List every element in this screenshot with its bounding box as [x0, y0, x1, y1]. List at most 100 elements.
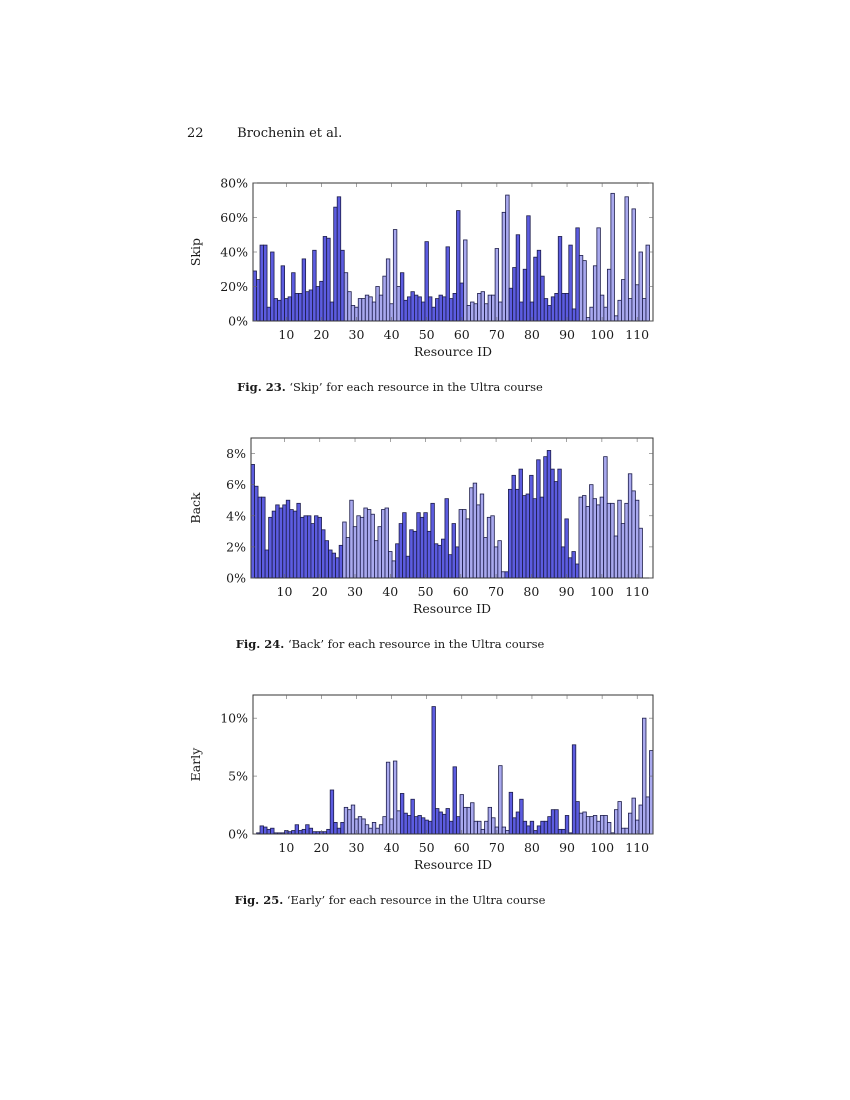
bar [567, 557, 573, 579]
bar [473, 820, 478, 835]
bar [442, 296, 447, 322]
bar [405, 555, 411, 579]
bar [589, 306, 594, 322]
bar [596, 227, 601, 322]
x-tick-label: 30 [349, 327, 365, 342]
bar [396, 810, 401, 835]
bar [256, 279, 261, 322]
bar [511, 474, 516, 579]
bar [649, 750, 654, 835]
bar [270, 827, 275, 835]
bar [465, 518, 471, 579]
bar [589, 484, 594, 579]
bar [431, 306, 436, 322]
bar [575, 563, 580, 579]
bar [278, 507, 284, 579]
bar [518, 468, 523, 579]
x-tick-label: 70 [488, 584, 504, 599]
bar [282, 504, 287, 579]
bar [410, 291, 415, 322]
y-tick-label: 5% [228, 769, 248, 784]
bar [428, 820, 433, 835]
bar [378, 824, 384, 835]
bar [480, 291, 485, 322]
bar [333, 206, 338, 322]
x-tick-label: 60 [454, 840, 470, 855]
bar [515, 488, 520, 579]
bar [435, 808, 440, 835]
bar [519, 798, 524, 835]
bar [307, 515, 312, 579]
back-bar-chart: 10 20 30 40 50 60 70 80 90 100 110 0% 2% 4% 6% 8% Resour… [188, 437, 654, 616]
figure-25-caption: Fig. 25. ‘Early’ for each resource in th… [0, 893, 780, 907]
bar [582, 495, 587, 579]
bar [491, 294, 496, 322]
bar [508, 488, 513, 579]
bar [508, 287, 514, 322]
bar [452, 293, 457, 322]
y-tick-label: 2% [226, 539, 246, 554]
y-axis-label: Back [188, 492, 203, 524]
bar [487, 294, 492, 322]
bar [305, 824, 310, 835]
bar [275, 504, 280, 579]
bar [519, 301, 524, 322]
bar [504, 571, 509, 579]
x-tick-label: 20 [313, 327, 329, 342]
bar [561, 828, 566, 835]
bar [529, 474, 534, 579]
bar [308, 827, 314, 835]
bar [403, 299, 408, 322]
bar [377, 526, 382, 579]
x-tick-label: 90 [559, 584, 575, 599]
bar [596, 820, 601, 835]
x-tick-label: 50 [418, 584, 434, 599]
x-tick-label: 40 [384, 840, 400, 855]
bar [392, 229, 398, 322]
bar [399, 272, 405, 322]
x-tick-label: 10 [277, 584, 293, 599]
y-tick-label: 6% [226, 477, 246, 492]
bar [291, 272, 296, 322]
bar [596, 504, 601, 579]
early-bar-chart: 10 20 30 40 50 60 70 80 90 100 110 0% 5% 10% Resource … [188, 694, 654, 872]
bar [645, 244, 650, 322]
bar [540, 275, 545, 322]
bar [470, 802, 475, 835]
bar [486, 516, 492, 579]
bar [543, 820, 549, 835]
bar [617, 299, 622, 322]
bar [533, 830, 538, 835]
bar [296, 502, 301, 579]
figure-23-skip-chart: 10 20 30 40 50 60 70 80 90 100 110 0% 20% 40% 60% 80% Re… [185, 168, 665, 368]
x-tick-label: 20 [313, 840, 329, 855]
bar [350, 804, 356, 835]
bar [575, 227, 580, 322]
y-tick-label: 40% [220, 245, 248, 260]
x-tick-label: 100 [590, 327, 614, 342]
x-tick-label: 70 [489, 840, 505, 855]
bar [438, 811, 443, 835]
y-axis-label: Skip [188, 238, 203, 266]
bar [398, 523, 404, 579]
bar [264, 549, 270, 579]
bar [614, 809, 619, 835]
bar [533, 256, 538, 322]
bar [620, 523, 626, 579]
bar [621, 279, 626, 322]
bar [621, 827, 626, 835]
bar [522, 268, 528, 322]
bar [491, 817, 496, 835]
bar [357, 298, 363, 322]
bar [571, 744, 577, 835]
bar [399, 793, 405, 835]
bars [256, 706, 654, 835]
bar [385, 258, 391, 322]
bar [333, 822, 338, 835]
bar [536, 825, 542, 835]
bar [336, 196, 342, 322]
x-tick-label: 10 [278, 840, 294, 855]
bar [479, 493, 485, 579]
bar [512, 267, 517, 322]
bar [599, 496, 605, 579]
